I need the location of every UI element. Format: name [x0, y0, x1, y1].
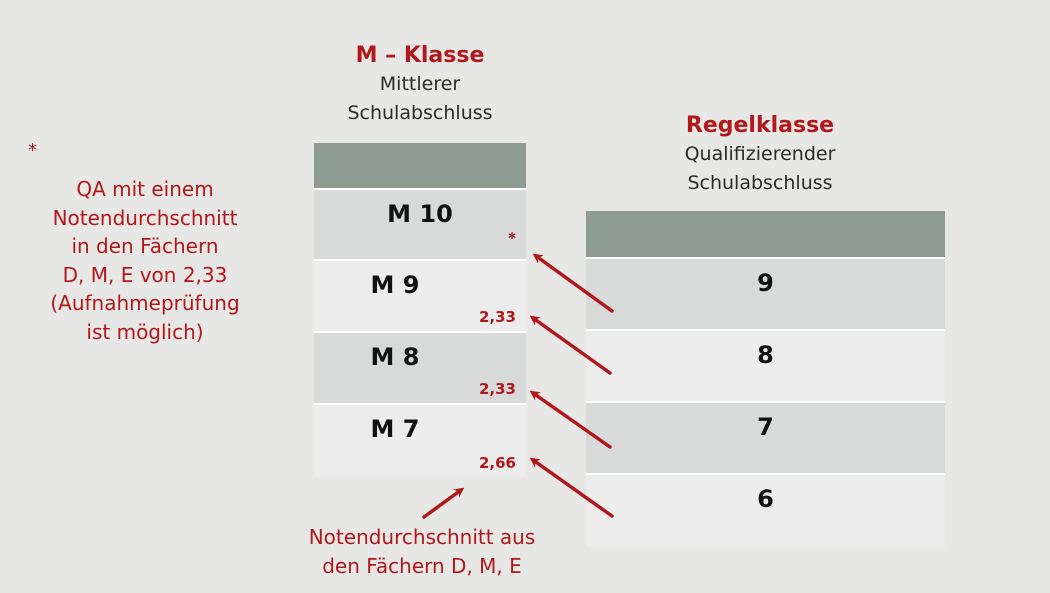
arrow-8-to-m9: [529, 315, 612, 375]
arrow-note-to-averages: [422, 487, 465, 519]
m-klasse-row: M 8 2,33: [314, 333, 526, 405]
arrow-7-to-m8: [529, 390, 612, 449]
footnote-line: D, M, E von 2,33: [62, 262, 228, 287]
m-klasse-table: M 10 * M 9 2,33 M 8 2,33 M 7 2,66: [314, 143, 526, 477]
bottom-note: Notendurchschnitt aus den Fächern D, M, …: [282, 523, 562, 580]
regelklasse-row: 8: [586, 331, 945, 403]
m-klasse-row: M 10 *: [314, 190, 526, 261]
regelklasse-subtitle-line1: Qualifizierender: [684, 143, 836, 165]
regelklasse-subtitle-line2: Schulabschluss: [687, 172, 833, 194]
regelklasse-title-block: Regelklasse Qualifizierender Schulabschl…: [640, 112, 880, 198]
m-klasse-title: M – Klasse: [355, 43, 485, 68]
regelklasse-row-label: 7: [757, 413, 774, 441]
m-klasse-row-avg: 2,33: [478, 380, 516, 398]
m-klasse-row-label: M 8: [370, 343, 420, 371]
m-klasse-subtitle-line2: Schulabschluss: [347, 102, 493, 124]
footnote-line: ist möglich): [86, 319, 204, 344]
m-klasse-row-avg: *: [508, 229, 516, 247]
m-klasse-subtitle-line1: Mittlerer: [379, 73, 461, 95]
m-klasse-row-label: M 10: [387, 200, 453, 228]
m-klasse-row-avg: 2,66: [478, 454, 516, 472]
bottom-note-line: den Fächern D, M, E: [322, 553, 522, 578]
regelklasse-row-label: 8: [757, 341, 774, 369]
regelklasse-row: 7: [586, 403, 945, 475]
footnote-line: Notendurchschnitt: [52, 205, 238, 230]
m-klasse-row: M 9 2,33: [314, 261, 526, 333]
footnote-text: QA mit einem Notendurchschnitt in den Fä…: [25, 175, 265, 346]
arrow-9-to-m10: [532, 253, 614, 313]
regelklasse-table: 9 8 7 6: [586, 211, 945, 547]
regelklasse-row: 6: [586, 475, 945, 547]
footnote-line: (Aufnahmeprüfung: [50, 291, 240, 315]
m-klasse-row-label: M 7: [370, 415, 420, 443]
bottom-note-line: Notendurchschnitt aus: [308, 525, 536, 549]
regelklasse-row-label: 6: [757, 485, 774, 513]
regelklasse-row: 9: [586, 259, 945, 331]
m-klasse-title-block: M – Klasse Mittlerer Schulabschluss: [300, 42, 540, 128]
arrow-6-to-m7: [529, 457, 614, 518]
footnote-marker: *: [28, 140, 37, 161]
regelklasse-table-header: [586, 211, 945, 259]
regelklasse-title: Regelklasse: [685, 113, 835, 138]
m-klasse-row-label: M 9: [370, 271, 420, 299]
footnote-line: QA mit einem: [76, 177, 214, 201]
m-klasse-row-avg: 2,33: [478, 308, 516, 326]
regelklasse-row-label: 9: [757, 269, 774, 297]
m-klasse-row: M 7 2,66: [314, 405, 526, 477]
m-klasse-table-header: [314, 143, 526, 190]
footnote-line: in den Fächern: [71, 234, 219, 258]
